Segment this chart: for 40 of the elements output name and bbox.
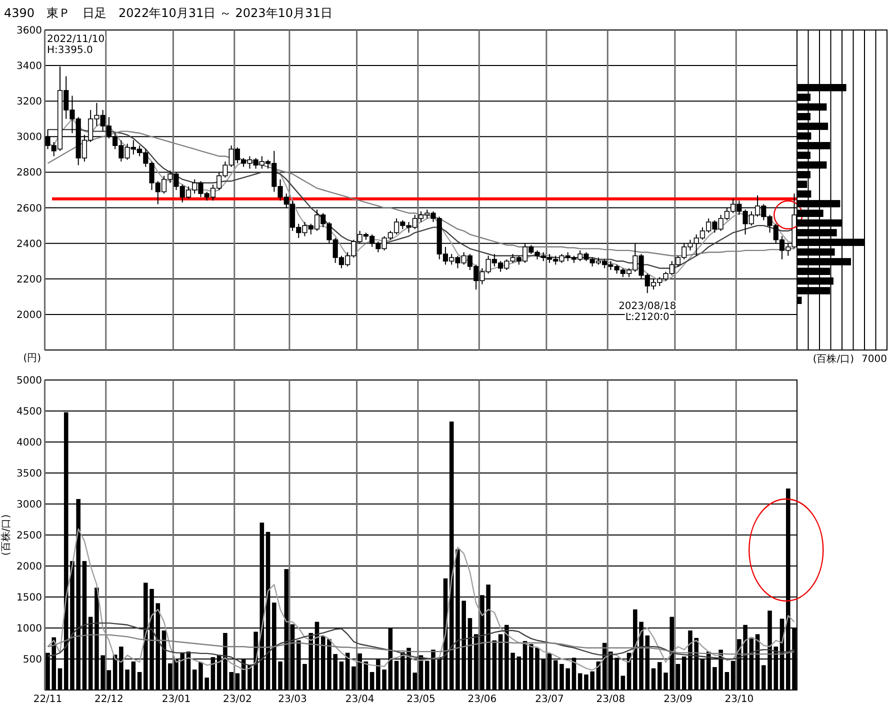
line-series <box>47 634 795 655</box>
y-tick-label: 2000 <box>16 562 42 572</box>
text: 7000 <box>862 354 887 365</box>
y-tick-label: 4000 <box>16 438 42 448</box>
y-tick-label: 2400 <box>16 238 42 250</box>
chart-title: 4390 東Ｐ 日足 2022年10月31日 ～ 2023年10月31日 <box>4 6 332 20</box>
y-tick-label: 4500 <box>16 406 42 418</box>
line-series <box>47 528 795 671</box>
x-tick-label: 23/07 <box>535 694 564 705</box>
annotation: 2022/11/10 H:3395.0 <box>47 34 105 56</box>
y-tick-label: 5000 <box>16 376 42 386</box>
x-tick-label: 22/11 <box>33 694 62 705</box>
x-tick-label: 23/05 <box>406 694 436 705</box>
y-tick-label: 500 <box>22 654 42 666</box>
x-tick-label: 23/06 <box>468 694 497 705</box>
y-tick-label: 3400 <box>16 61 42 72</box>
x-tick-label: 22/12 <box>94 694 124 705</box>
y-tick-label: 2800 <box>16 168 42 179</box>
x-axis-title: (百株/口) <box>812 353 854 365</box>
y-axis-title: (円) <box>23 353 42 364</box>
y-tick-label: 2600 <box>16 203 42 214</box>
y-tick-label: 1000 <box>16 624 42 634</box>
y-tick-label: 3200 <box>16 96 42 108</box>
line-series <box>47 622 795 666</box>
x-tick-label: 23/01 <box>162 694 191 705</box>
y-axis-title: (百株/口) <box>0 514 12 556</box>
y-tick-label: 3000 <box>16 500 42 510</box>
x-tick-label: 23/10 <box>724 694 754 705</box>
x-tick-label: 23/08 <box>596 694 626 705</box>
y-tick-label: 2500 <box>16 530 42 542</box>
x-tick-label: 23/02 <box>223 694 252 705</box>
y-tick-label: 3600 <box>16 26 42 36</box>
y-tick-label: 3000 <box>16 132 42 144</box>
y-tick-label: 1500 <box>16 592 42 604</box>
y-tick-label: 3500 <box>16 468 42 480</box>
x-tick-label: 23/04 <box>345 694 374 705</box>
x-tick-label: 23/09 <box>664 694 692 705</box>
y-tick-label: 2200 <box>16 274 42 286</box>
y-tick-label: 2000 <box>16 310 42 321</box>
x-tick-label: 23/03 <box>278 694 307 705</box>
